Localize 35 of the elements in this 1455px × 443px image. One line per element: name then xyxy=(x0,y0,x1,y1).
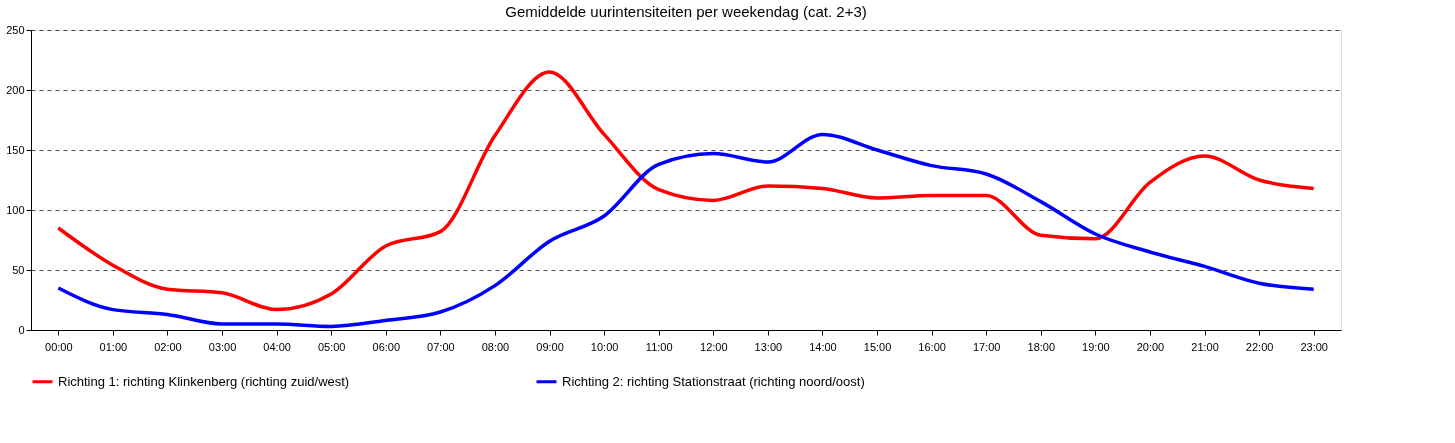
line-series xyxy=(56,70,1316,312)
x-tick-label: 01:00 xyxy=(99,340,128,353)
chart-title: Gemiddelde uurintensiteiten per weekendag (cat. 2+3) xyxy=(505,3,867,20)
x-tick-label: 13:00 xyxy=(754,340,783,353)
y-tick-label: 100 xyxy=(6,203,25,216)
x-tick-label: 05:00 xyxy=(317,340,346,353)
x-tick-label: 14:00 xyxy=(809,340,837,353)
x-tick-label: 02:00 xyxy=(154,340,182,353)
x-tick-label: 16:00 xyxy=(918,340,946,353)
y-tick-label: 0 xyxy=(18,323,25,336)
x-tick-label: 19:00 xyxy=(1082,340,1110,353)
y-tick-label: 200 xyxy=(6,83,25,96)
y-tick-label: 250 xyxy=(6,23,25,36)
x-tick-label: 04:00 xyxy=(263,340,291,353)
y-tick-label: 150 xyxy=(6,143,25,156)
x-tick-label: 17:00 xyxy=(972,340,1001,353)
x-tick-label: 22:00 xyxy=(1245,340,1274,353)
x-tick-label: 03:00 xyxy=(208,340,237,353)
legend-label: Richting 2: richting Stationstraat (richting noord/oost) xyxy=(562,373,865,389)
x-tick-label: 09:00 xyxy=(536,340,564,353)
y-tick-label: 50 xyxy=(12,263,25,276)
x-tick-label: 07:00 xyxy=(427,340,455,353)
x-tick-label: 08:00 xyxy=(481,340,510,353)
x-tick-label: 06:00 xyxy=(372,340,401,353)
x-tick-label: 18:00 xyxy=(1027,340,1056,353)
x-tick-label: 21:00 xyxy=(1191,340,1219,353)
x-tick-label: 20:00 xyxy=(1136,340,1165,353)
x-tick-label: 15:00 xyxy=(863,340,892,353)
x-tick-label: 11:00 xyxy=(645,340,673,353)
legend-label: Richting 1: richting Klinkenberg (richting zuid/west) xyxy=(58,373,350,389)
x-tick-label: 23:00 xyxy=(1300,340,1328,353)
line-series xyxy=(56,132,1316,329)
x-tick-label: 12:00 xyxy=(700,340,728,353)
x-tick-label: 00:00 xyxy=(45,340,73,353)
x-tick-label: 10:00 xyxy=(590,340,619,353)
